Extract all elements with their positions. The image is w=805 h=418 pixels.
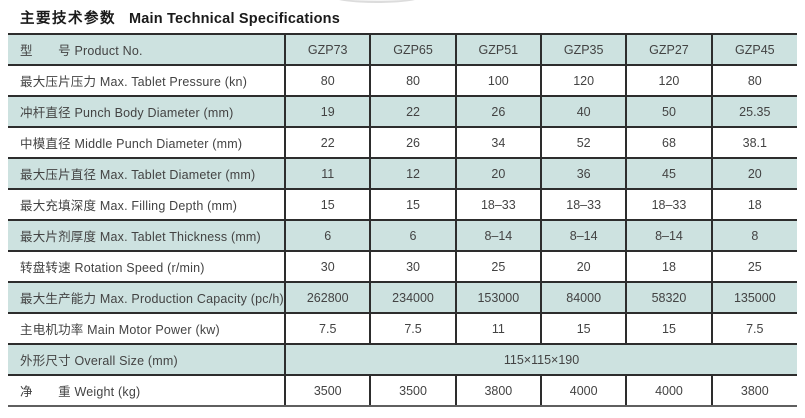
page-title-english: Main Technical Specifications: [129, 11, 341, 27]
cell: 15: [625, 312, 712, 345]
cell: 22: [284, 126, 371, 159]
cell: 18–33: [625, 188, 712, 221]
row-max-tablet-diameter: 最大压片直径 Max. Tablet Diameter (mm) 11 12 2…: [8, 157, 797, 190]
cell: 80: [710, 64, 797, 97]
cell: 34: [454, 126, 541, 159]
cell: 58320: [625, 281, 712, 314]
cell: 100: [454, 64, 541, 97]
cell: 80: [369, 64, 456, 97]
cell: 18: [625, 250, 712, 283]
cell: 18–33: [539, 188, 627, 221]
cell: 50: [625, 95, 712, 128]
cell: 40: [539, 95, 627, 128]
cell: 8–14: [539, 219, 627, 252]
cell: 7.5: [369, 312, 456, 345]
cell: 12: [369, 157, 456, 190]
cell: 36: [539, 157, 627, 190]
cell: 15: [284, 188, 371, 221]
row-net-weight: 净 重 Weight (kg) 3500 3500 3800 4000 4000…: [8, 374, 797, 407]
row-max-filling-depth: 最大充填深度 Max. Filling Depth (mm) 15 15 18–…: [8, 188, 797, 221]
row-max-production-capacity: 最大生产能力 Max. Production Capacity (pc/h) 2…: [8, 281, 797, 314]
cell: 4000: [539, 374, 627, 407]
cell: 18–33: [454, 188, 541, 221]
cell: 4000: [625, 374, 712, 407]
cell: 3800: [454, 374, 541, 407]
row-label: 中模直径 Middle Punch Diameter (mm): [8, 126, 286, 159]
cell: 20: [539, 250, 627, 283]
cell: 20: [710, 157, 797, 190]
cell: 135000: [710, 281, 797, 314]
column-header-gzp45: GZP45: [710, 33, 797, 66]
column-header-gzp35: GZP35: [539, 33, 627, 66]
row-label: 外形尺寸 Overall Size (mm): [8, 343, 286, 376]
row-main-motor-power: 主电机功率 Main Motor Power (kw) 7.5 7.5 11 1…: [8, 312, 797, 345]
cell: 18: [710, 188, 797, 221]
cell: 262800: [284, 281, 371, 314]
overall-size-merged-cell: 115×115×190: [284, 343, 797, 376]
cell: 38.1: [710, 126, 797, 159]
cell: 3500: [284, 374, 371, 407]
cropped-photo-edge: [332, 0, 422, 3]
row-rotation-speed: 转盘转速 Rotation Speed (r/min) 30 30 25 20 …: [8, 250, 797, 283]
page-title: 主要技术参数 Main Technical Specifications: [20, 7, 340, 28]
row-label: 主电机功率 Main Motor Power (kw): [8, 312, 286, 345]
column-header-gzp65: GZP65: [369, 33, 456, 66]
cell: 11: [454, 312, 541, 345]
cell: 3800: [710, 374, 797, 407]
cell: 7.5: [710, 312, 797, 345]
cell: 30: [284, 250, 371, 283]
row-label: 最大生产能力 Max. Production Capacity (pc/h): [8, 281, 286, 314]
row-label: 最大压片压力 Max. Tablet Pressure (kn): [8, 64, 286, 97]
row-middle-punch-diameter: 中模直径 Middle Punch Diameter (mm) 22 26 34…: [8, 126, 797, 159]
row-label: 最大压片直径 Max. Tablet Diameter (mm): [8, 157, 286, 190]
cell: 153000: [454, 281, 541, 314]
row-max-tablet-thickness: 最大片剂厚度 Max. Tablet Thickness (mm) 6 6 8–…: [8, 219, 797, 252]
column-header-gzp73: GZP73: [284, 33, 371, 66]
cell: 80: [284, 64, 371, 97]
cell: 25: [454, 250, 541, 283]
product-no-header: 型 号 Product No.: [8, 33, 286, 66]
row-max-tablet-pressure: 最大压片压力 Max. Tablet Pressure (kn) 80 80 1…: [8, 64, 797, 97]
cell: 22: [369, 95, 456, 128]
column-header-gzp27: GZP27: [625, 33, 712, 66]
cell: 120: [539, 64, 627, 97]
cell: 52: [539, 126, 627, 159]
column-header-gzp51: GZP51: [454, 33, 541, 66]
cell: 25: [710, 250, 797, 283]
cell: 26: [454, 95, 541, 128]
cell: 19: [284, 95, 371, 128]
header-row: 型 号 Product No. GZP73 GZP65 GZP51 GZP35 …: [8, 33, 797, 66]
cell: 6: [284, 219, 371, 252]
cell: 15: [539, 312, 627, 345]
cell: 8: [710, 219, 797, 252]
cell: 84000: [539, 281, 627, 314]
cell: 25.35: [710, 95, 797, 128]
cell: 8–14: [625, 219, 712, 252]
row-label: 转盘转速 Rotation Speed (r/min): [8, 250, 286, 283]
cell: 15: [369, 188, 456, 221]
cell: 68: [625, 126, 712, 159]
cell: 7.5: [284, 312, 371, 345]
cell: 45: [625, 157, 712, 190]
cell: 30: [369, 250, 456, 283]
row-label: 净 重 Weight (kg): [8, 374, 286, 407]
cell: 11: [284, 157, 371, 190]
row-label: 最大充填深度 Max. Filling Depth (mm): [8, 188, 286, 221]
cell: 234000: [369, 281, 456, 314]
cell: 120: [625, 64, 712, 97]
row-label: 最大片剂厚度 Max. Tablet Thickness (mm): [8, 219, 286, 252]
cell: 8–14: [454, 219, 541, 252]
specifications-table: 型 号 Product No. GZP73 GZP65 GZP51 GZP35 …: [8, 33, 797, 407]
page-title-chinese: 主要技术参数: [20, 11, 116, 27]
row-label: 冲杆直径 Punch Body Diameter (mm): [8, 95, 286, 128]
cell: 20: [454, 157, 541, 190]
row-overall-size: 外形尺寸 Overall Size (mm) 115×115×190: [8, 343, 797, 376]
cell: 3500: [369, 374, 456, 407]
cell: 26: [369, 126, 456, 159]
row-punch-body-diameter: 冲杆直径 Punch Body Diameter (mm) 19 22 26 4…: [8, 95, 797, 128]
cell: 6: [369, 219, 456, 252]
